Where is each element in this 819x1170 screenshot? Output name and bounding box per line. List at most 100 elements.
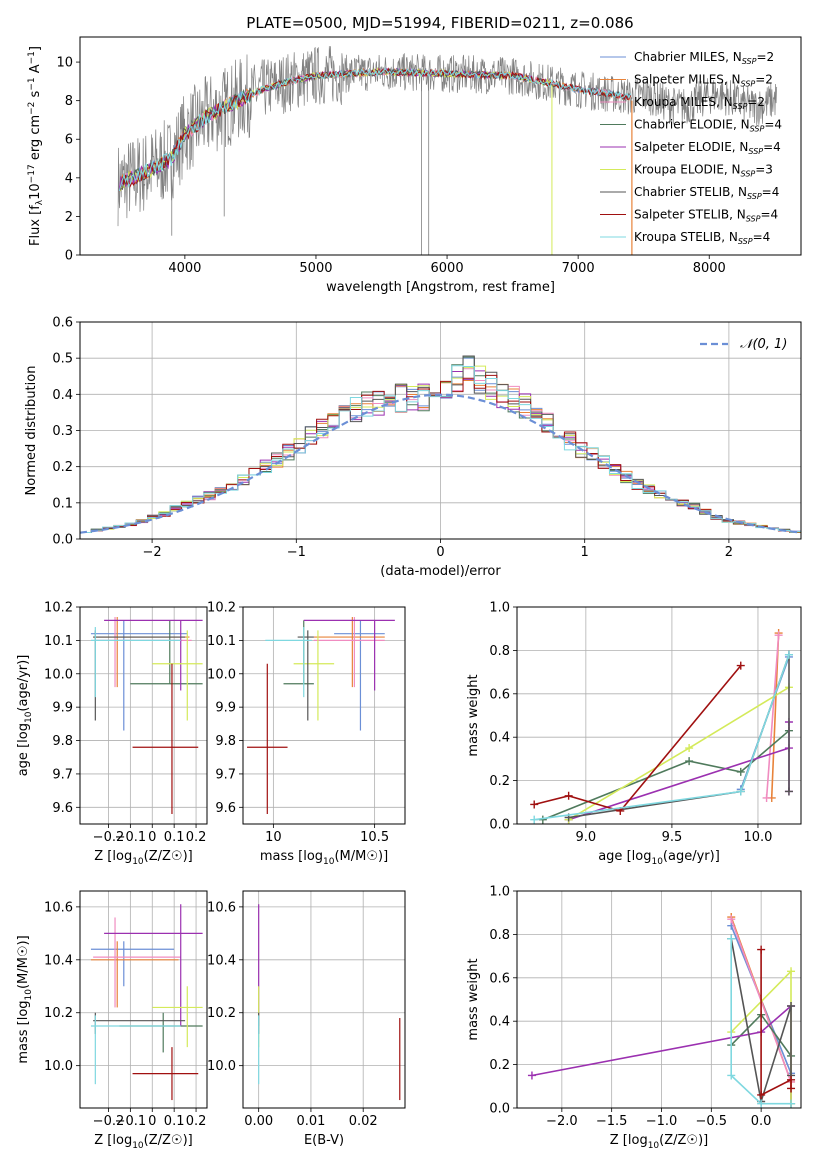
legend-label: Salpeter MILES, N [634, 73, 741, 87]
mass-weight-marker-krou_miles [774, 631, 783, 640]
y-tick-label: 0.4 [489, 1015, 510, 1030]
legend-entry: Chabrier ELODIE, NSSP=4 [634, 118, 782, 134]
y-tick-label: 0.6 [489, 971, 510, 986]
y-tick-label: 10.0 [44, 667, 73, 682]
x-axis-label-text: (data-model)/error [380, 564, 501, 579]
x-tick-label: −0.5 [696, 1114, 728, 1129]
legend-sub: SSP [742, 57, 757, 66]
x-axis-label-text: (Z/Z☉)] [144, 849, 193, 864]
y-axis-label: mass weight [466, 674, 481, 756]
y-tick-label: 0.6 [489, 687, 510, 702]
mass_vs_ebv-panel: 0.00 0.01 0.02 10.0 10.2 10.4 10.6 E(B-V) [207, 890, 406, 1148]
y-axis-label-part: mass [log [16, 1000, 31, 1063]
x-tick-label: 0 [148, 1114, 156, 1129]
y-tick-label: 10.0 [207, 1059, 236, 1074]
plot-area [117, 46, 778, 255]
x-tick-label: 0.01 [296, 1114, 325, 1129]
axes-frame [79, 36, 802, 256]
x-tick-label: −0.2 [93, 1114, 125, 1129]
x-tick-label: −0.1 [115, 1114, 147, 1129]
mass-weight-marker-krou_miles [762, 793, 771, 802]
mass-weight-marker-krou_stelib [530, 815, 539, 824]
legend-entry: Salpeter MILES, NSSP=2 [634, 73, 773, 89]
y-tick-label: 10.4 [207, 953, 236, 968]
y-axis-label-part: s [28, 90, 43, 101]
y-axis-label-part: erg cm [28, 115, 43, 164]
axes-frame [79, 321, 802, 540]
x-axis-label: mass [log10(M/M☉)] [260, 849, 388, 867]
x-axis-label-text: (M/M☉)] [334, 849, 388, 864]
mass-weight-marker-salp_elodie [527, 1071, 536, 1080]
legend-val: =2 [756, 50, 774, 64]
legend-entry: Chabrier STELIB, NSSP=4 [634, 185, 779, 201]
y-tick-label: 0.1 [52, 496, 73, 511]
legend-label: Kroupa STELIB, N [634, 230, 738, 244]
mass-weight-marker-salp_stelib [530, 800, 539, 809]
y-tick-label: 0.2 [489, 774, 510, 789]
legend-val: =4 [753, 230, 771, 244]
x-tick-label: 9.5 [662, 830, 683, 845]
mass-weight-marker-salp_stelib [787, 1084, 796, 1093]
axis-ticks: 4000 5000 6000 7000 8000 0 2 4 6 8 10 [56, 56, 725, 276]
y-tick-label: 0 [65, 249, 73, 264]
y-axis-label-part: −1 [27, 51, 37, 64]
y-axis-label-part: Normed distribution [24, 366, 39, 496]
y-tick-label: 10.2 [207, 1006, 236, 1021]
mass-weight-line-salp_stelib [760, 949, 792, 1097]
mass-weight-marker-chab_stelib [784, 787, 793, 796]
legend-label: Kroupa ELODIE, N [634, 163, 741, 177]
y-axis-label-part: A [28, 64, 43, 77]
age_vs_Z-panel: −0.2−0.1 0 0.1 0.2 9.6 9.7 9.8 9.9 10.0 10.1 10.2 Z… [16, 601, 208, 867]
x-tick-label: 0 [436, 545, 444, 560]
mass-weight-marker-krou_elodie [787, 967, 796, 976]
y-tick-label: 9.7 [52, 767, 73, 782]
mw_vs_Z-panel: −2.0 −1.5 −1.0 −0.5 0.0 0.0 0.2 0.4 0.6 0.8 1.0 Z [… [466, 885, 802, 1151]
y-tick-label: 0.4 [52, 388, 73, 403]
y-axis-label-part: −2 [27, 102, 37, 115]
y-axis-label: mass [log10(M/M☉)] [16, 935, 34, 1063]
y-tick-label: 10.1 [44, 634, 73, 649]
x-tick-label: 2 [725, 545, 733, 560]
plot-area [530, 629, 793, 824]
axis-ticks: −2 −1 0 1 2 0.0 0.1 0.2 0.3 0.4 0.5 0.6 [52, 316, 733, 561]
legend-entry: Salpeter STELIB, NSSP=4 [634, 208, 778, 224]
plot-area [527, 913, 796, 1108]
x-axis-label-text: E(B-V) [304, 1133, 344, 1148]
legend-val: =2 [747, 95, 765, 109]
y-axis-label: mass weight [466, 958, 481, 1040]
x-tick-label: 10.0 [743, 830, 772, 845]
y-axis-label-part: 10 [28, 183, 43, 200]
x-axis-label-sub: 10 [651, 857, 663, 867]
x-axis-label: Z [log10(Z/Z☉)] [610, 1133, 708, 1151]
grid-lines [80, 891, 207, 1108]
x-axis-label-sub: 10 [323, 857, 335, 867]
grid-lines [80, 606, 207, 824]
y-axis-label: Flux [fλ10−17 erg cm−2 s−1 A−1] [27, 46, 45, 246]
axis-ticks: −0.2−0.1 0 0.1 0.2 9.6 9.7 9.8 9.9 10.0 10.1 10.2 [44, 601, 206, 846]
y-tick-label: 9.6 [215, 801, 236, 816]
y-tick-label: 0.5 [52, 352, 73, 367]
x-tick-label: 1 [581, 545, 589, 560]
grid-lines [517, 606, 801, 825]
mw_vs_age-panel: 9.0 9.5 10.0 0.0 0.2 0.4 0.6 0.8 1.0 age [log10(a… [466, 601, 802, 867]
y-axis-label-part: 10 [24, 989, 34, 1001]
x-axis-label-text: (age/yr)] [663, 849, 720, 864]
legend-sub: SSP [747, 192, 762, 201]
y-axis-label-part: 10 [24, 711, 34, 723]
mass-weight-marker-chab_elodie [685, 757, 694, 766]
y-axis-label: age [log10(age/yr)] [16, 655, 34, 777]
axis-ticks: 9.0 9.5 10.0 0.0 0.2 0.4 0.6 0.8 1.0 [489, 601, 772, 846]
legend-val: =3 [755, 163, 773, 177]
legend-sub: SSP [733, 102, 748, 111]
legend-entry: Kroupa ELODIE, NSSP=3 [634, 163, 773, 179]
mass-weight-marker-salp_stelib [757, 1090, 766, 1099]
y-axis-label-part: λ [35, 199, 45, 205]
y-tick-label: 10.2 [44, 601, 73, 616]
y-axis-label: Normed distribution [24, 366, 39, 496]
plot-area [247, 617, 395, 814]
y-tick-label: 2 [65, 210, 73, 225]
x-tick-label: 4000 [168, 261, 201, 276]
